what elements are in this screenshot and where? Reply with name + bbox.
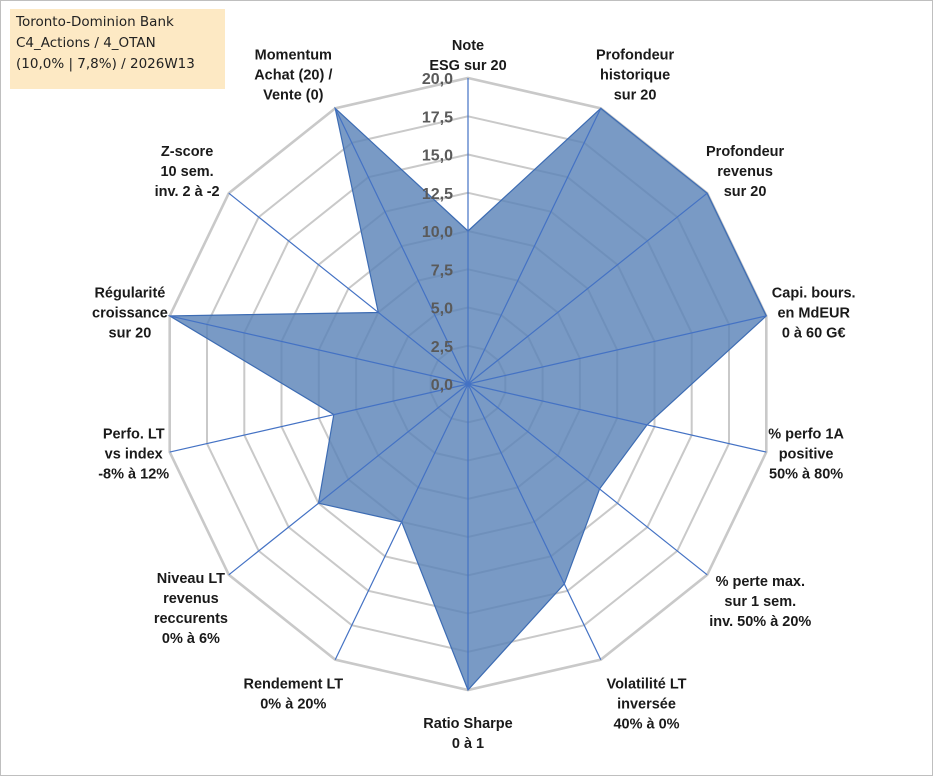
axis-label-12: inv. 2 à -2 xyxy=(155,184,220,200)
tick-label: 7,5 xyxy=(431,262,453,279)
axis-label-0: ESG sur 20 xyxy=(429,58,506,74)
tick-label: 20,0 xyxy=(422,71,453,88)
axis-label-5: sur 1 sem. xyxy=(724,594,796,610)
axis-label-0: Note xyxy=(452,38,484,54)
axis-label-6: inversée xyxy=(617,697,676,713)
axis-label-2: revenus xyxy=(717,164,773,180)
tick-label: 2,5 xyxy=(431,339,453,356)
axis-label-13: Vente (0) xyxy=(263,87,324,103)
tick-label: 5,0 xyxy=(431,301,453,318)
axis-label-9: Niveau LT xyxy=(157,571,225,587)
axis-label-9: revenus xyxy=(163,591,219,607)
spoke-12 xyxy=(228,192,469,385)
axis-label-6: Volatilité LT xyxy=(606,677,686,693)
axis-label-1: historique xyxy=(600,67,670,83)
info-box: Toronto-Dominion Bank C4_Actions / 4_OTA… xyxy=(10,9,225,89)
axis-label-1: Profondeur xyxy=(596,47,674,63)
axis-labels: Note ESG sur 20 Profondeur historique sur 20… xyxy=(92,38,856,752)
spoke-11 xyxy=(169,315,469,385)
tick-label: 10,0 xyxy=(422,224,453,241)
spoke-6 xyxy=(467,383,602,660)
axis-label-10: vs index xyxy=(105,446,163,462)
axis-label-9: 0% à 6% xyxy=(162,631,220,647)
axis-label-5: % perte max. xyxy=(716,574,805,590)
axis-label-11: croissance xyxy=(92,306,168,322)
axis-label-10: -8% à 12% xyxy=(98,466,169,482)
axis-label-5: inv. 50% à 20% xyxy=(709,614,811,630)
spoke-3 xyxy=(467,315,767,385)
axis-label-4: positive xyxy=(779,446,834,462)
axis-label-7: 0 à 1 xyxy=(452,736,484,752)
spoke-1 xyxy=(467,108,602,385)
spoke-2 xyxy=(467,192,708,385)
axis-label-2: sur 20 xyxy=(724,184,767,200)
axis-label-11: sur 20 xyxy=(109,326,152,342)
axis-label-4: 50% à 80% xyxy=(769,466,843,482)
axis-label-10: Perfo. LT xyxy=(103,426,165,442)
axis-label-11: Régularité xyxy=(94,286,165,302)
portfolio-line: C4_Actions / 4_OTAN xyxy=(16,35,156,51)
axis-label-2: Profondeur xyxy=(706,144,784,160)
tick-label: 0,0 xyxy=(431,377,453,394)
axis-label-1: sur 20 xyxy=(614,87,657,103)
axis-label-3: en MdEUR xyxy=(777,306,850,322)
company-name: Toronto-Dominion Bank xyxy=(16,14,174,30)
rating-line: (10,0% | 7,8%) / 2026W13 xyxy=(16,56,195,72)
spoke-10 xyxy=(169,383,469,453)
axis-label-13: Achat (20) / xyxy=(254,67,332,83)
tick-label: 12,5 xyxy=(422,186,453,203)
tick-labels: 0,0 2,5 5,0 7,5 10,0 12,5 15,0 17,5 20,0 xyxy=(422,71,453,394)
axis-label-8: Rendement LT xyxy=(243,677,343,693)
spoke-5 xyxy=(467,383,708,576)
axis-label-3: Capi. bours. xyxy=(772,286,856,302)
axis-label-3: 0 à 60 G€ xyxy=(782,326,846,342)
axis-label-12: 10 sem. xyxy=(160,164,213,180)
spoke-4 xyxy=(467,383,767,453)
tick-label: 15,0 xyxy=(422,148,453,165)
spoke-13 xyxy=(334,108,469,385)
axis-label-13: Momentum xyxy=(255,47,332,63)
axis-label-4: % perfo 1A xyxy=(768,426,844,442)
spoke-9 xyxy=(228,383,469,576)
axis-label-7: Ratio Sharpe xyxy=(423,716,512,732)
axis-label-12: Z-score xyxy=(161,144,213,160)
spoke-8 xyxy=(334,383,469,660)
axis-label-9: reccurents xyxy=(154,611,228,627)
axis-label-6: 40% à 0% xyxy=(613,717,679,733)
axis-label-8: 0% à 20% xyxy=(260,697,326,713)
tick-label: 17,5 xyxy=(422,109,453,126)
spokes xyxy=(169,78,767,690)
